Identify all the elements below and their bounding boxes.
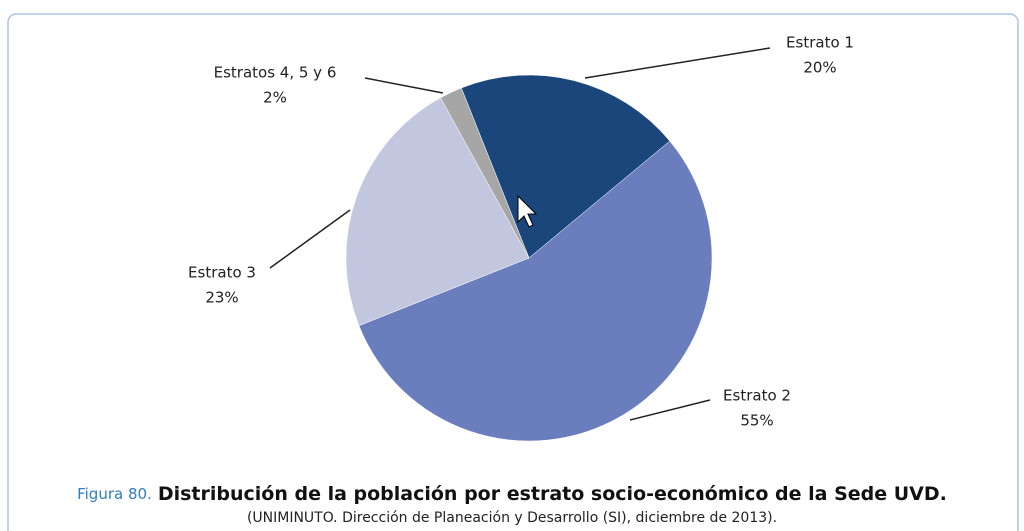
chart-subtitle: (UNIMINUTO. Dirección de Planeación y De…	[247, 510, 777, 526]
pie-slice	[358, 140, 713, 442]
leader-line	[584, 47, 771, 79]
slice-value-label: 2%	[263, 89, 287, 107]
slice-label: Estrato 2	[723, 387, 791, 405]
slice-value-label: 23%	[205, 289, 238, 307]
figure-label: Figura 80.	[77, 485, 152, 503]
chart-title: Distribución de la población por estrato…	[158, 483, 947, 505]
slice-label: Estrato 3	[188, 264, 256, 282]
leader-line	[364, 77, 444, 94]
pie-slice	[461, 74, 671, 259]
pie-slice	[345, 97, 530, 326]
slice-value-label: 20%	[803, 59, 836, 77]
cursor	[517, 194, 538, 228]
leader-line	[269, 209, 351, 269]
slice-value-label: 55%	[740, 412, 773, 430]
pie-slice	[440, 87, 530, 259]
pie: Estrato 1 20% Estrato 2 55% Estrato 3 23% Estr…	[188, 34, 854, 442]
slice-label: Estrato 1	[786, 34, 854, 52]
slice-label: Estratos 4, 5 y 6	[214, 64, 337, 82]
leader-line	[629, 399, 711, 421]
caption: Figura 80. Distribución de la población p…	[77, 483, 947, 505]
